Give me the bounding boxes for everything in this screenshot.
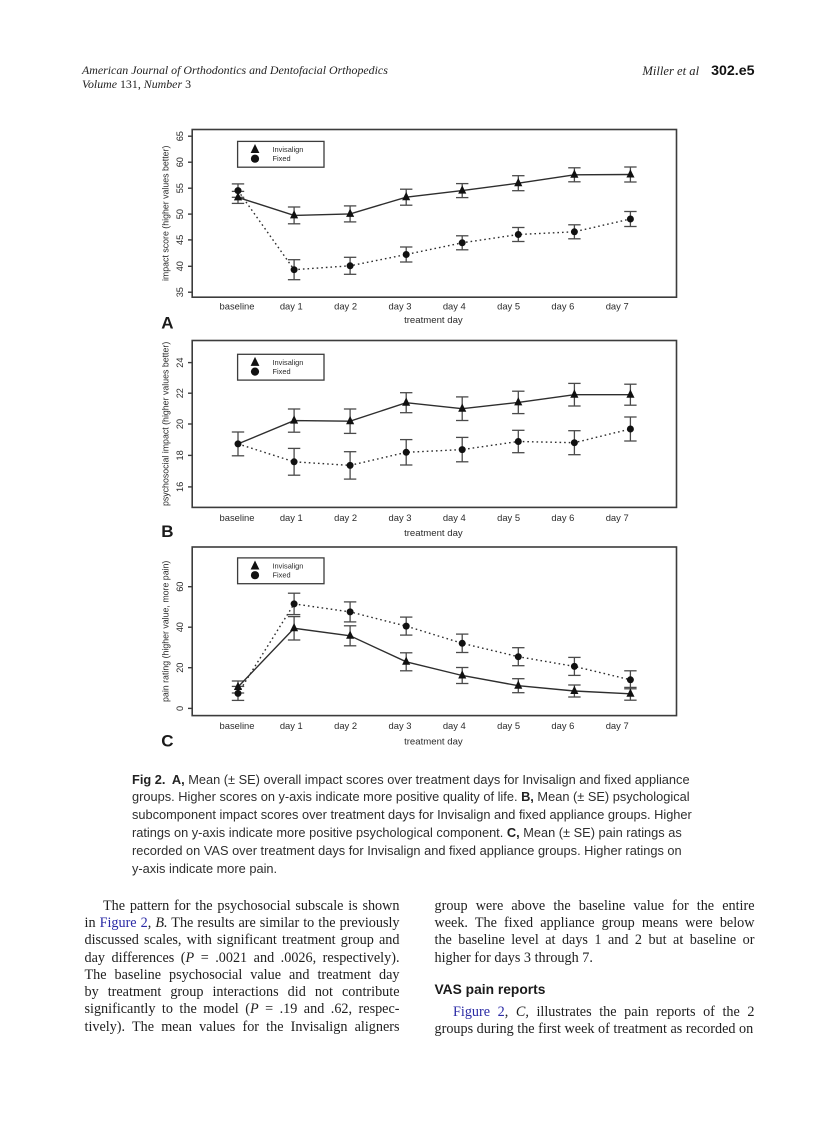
svg-text:35: 35 <box>175 287 185 297</box>
svg-text:day 3: day 3 <box>389 720 412 731</box>
svg-text:65: 65 <box>175 131 185 141</box>
svg-text:treatment day: treatment day <box>404 528 463 539</box>
svg-text:50: 50 <box>175 209 185 219</box>
svg-text:Invisalign: Invisalign <box>273 358 304 367</box>
svg-text:day 1: day 1 <box>280 512 303 523</box>
svg-text:treatment day: treatment day <box>404 737 463 748</box>
svg-text:day 4: day 4 <box>443 301 466 312</box>
svg-text:16: 16 <box>175 482 185 492</box>
svg-text:C: C <box>161 731 173 750</box>
svg-text:day 6: day 6 <box>551 512 574 523</box>
svg-text:40: 40 <box>175 622 185 632</box>
svg-text:Invisalign: Invisalign <box>273 145 304 154</box>
svg-text:60: 60 <box>175 582 185 592</box>
svg-text:day 2: day 2 <box>334 720 357 731</box>
svg-text:day 7: day 7 <box>606 512 629 523</box>
svg-text:day 1: day 1 <box>280 301 303 312</box>
svg-text:Fixed: Fixed <box>273 367 291 376</box>
svg-text:day 2: day 2 <box>334 301 357 312</box>
svg-text:treatment day: treatment day <box>404 315 463 326</box>
svg-text:day 3: day 3 <box>389 301 412 312</box>
svg-text:baseline: baseline <box>220 301 255 312</box>
svg-text:55: 55 <box>175 183 185 193</box>
svg-text:20: 20 <box>175 663 185 673</box>
svg-text:day 6: day 6 <box>551 720 574 731</box>
svg-text:20: 20 <box>175 419 185 429</box>
svg-text:day 7: day 7 <box>606 301 629 312</box>
svg-text:0: 0 <box>175 706 185 711</box>
svg-text:Fixed: Fixed <box>273 571 291 580</box>
svg-text:day 6: day 6 <box>551 301 574 312</box>
svg-text:18: 18 <box>175 450 185 460</box>
svg-text:day 3: day 3 <box>389 512 412 523</box>
svg-text:45: 45 <box>175 235 185 245</box>
svg-text:60: 60 <box>175 157 185 167</box>
svg-text:pain rating (higher value, mor: pain rating (higher value, more pain) <box>161 561 171 702</box>
svg-text:day 5: day 5 <box>497 720 520 731</box>
svg-text:day 1: day 1 <box>280 720 303 731</box>
svg-text:baseline: baseline <box>220 512 255 523</box>
svg-text:baseline: baseline <box>220 720 255 731</box>
svg-text:B: B <box>161 522 173 541</box>
svg-text:day 4: day 4 <box>443 512 466 523</box>
svg-text:40: 40 <box>175 261 185 271</box>
svg-text:Invisalign: Invisalign <box>273 562 304 571</box>
svg-text:day 2: day 2 <box>334 512 357 523</box>
svg-text:day 7: day 7 <box>606 720 629 731</box>
svg-text:psychosocial impact (higher va: psychosocial impact (higher values bette… <box>161 342 171 506</box>
svg-text:24: 24 <box>175 357 185 367</box>
svg-text:22: 22 <box>175 388 185 398</box>
svg-text:day 4: day 4 <box>443 720 466 731</box>
svg-text:Fixed: Fixed <box>273 154 291 163</box>
svg-text:day 5: day 5 <box>497 512 520 523</box>
svg-text:A: A <box>161 314 173 333</box>
svg-text:day 5: day 5 <box>497 301 520 312</box>
svg-text:impact score (higher values be: impact score (higher values better) <box>161 146 171 282</box>
